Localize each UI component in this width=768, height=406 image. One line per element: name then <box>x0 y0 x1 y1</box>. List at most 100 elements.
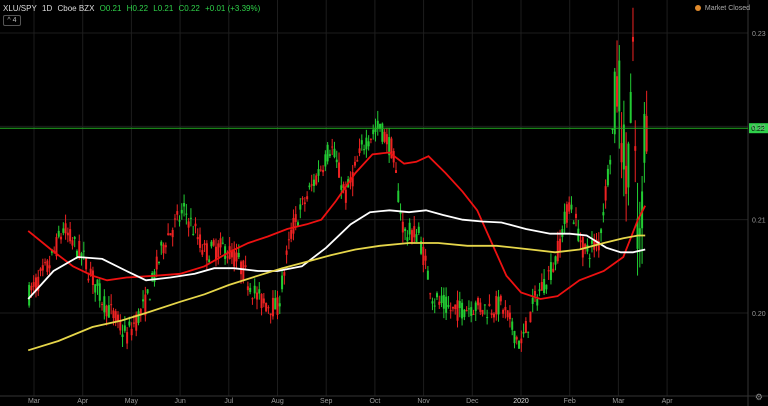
time-tick-label: 2020 <box>513 398 529 405</box>
candle-body <box>629 91 632 123</box>
candle-body <box>338 162 341 178</box>
candle-body <box>495 295 498 315</box>
candle-body <box>306 196 309 200</box>
candle-body <box>94 284 97 293</box>
last-price-marker: 0.22 <box>0 123 768 134</box>
candle-body <box>606 168 609 186</box>
candle-body <box>32 282 35 287</box>
candle-body <box>271 297 274 317</box>
candle-body <box>483 304 486 306</box>
candle-body <box>497 296 500 315</box>
time-tick-label: Feb <box>564 398 576 405</box>
candle-body <box>119 321 122 331</box>
candle-body <box>287 239 290 241</box>
candle-body <box>322 169 325 173</box>
candle-body <box>547 270 550 272</box>
candle-body <box>588 257 591 259</box>
market-closed-icon <box>694 5 701 11</box>
candle-body <box>543 278 546 294</box>
candle-body <box>502 309 505 314</box>
candle-body <box>367 141 370 147</box>
candle-body <box>203 243 206 246</box>
candle-body <box>552 268 555 272</box>
candle-body <box>44 262 47 264</box>
candle-body <box>60 236 63 240</box>
candle-body <box>196 237 199 240</box>
candle-body <box>55 237 58 257</box>
candle-body <box>643 113 646 163</box>
moving-average-white <box>27 209 646 300</box>
candle-body <box>205 243 208 261</box>
candle-body <box>625 165 628 194</box>
candle-body <box>433 305 436 307</box>
candle-body <box>333 148 336 158</box>
market-status-text: Market Closed <box>704 5 750 12</box>
candle-body <box>492 313 495 318</box>
candle-body <box>449 310 452 312</box>
candle-body <box>41 265 44 271</box>
candle-body <box>616 76 619 107</box>
candle-body <box>253 285 256 294</box>
candle-body <box>600 229 603 234</box>
candle-body <box>123 325 126 331</box>
candle-body <box>572 222 575 224</box>
last-price-badge <box>749 123 768 134</box>
indicator-count: 4 <box>12 17 17 24</box>
candle-body <box>194 223 197 227</box>
candle-body <box>506 310 509 318</box>
candle-body <box>80 253 83 257</box>
candle-body <box>137 311 140 323</box>
candle-body <box>638 228 641 235</box>
candle-body <box>515 337 518 340</box>
candle-body <box>565 204 568 223</box>
candle-body <box>146 289 149 294</box>
moving-average-yellow <box>27 234 646 352</box>
candle-body <box>609 159 612 165</box>
candle-body <box>513 330 516 344</box>
candle-body <box>461 302 464 319</box>
candle-body <box>101 303 104 305</box>
candle-body <box>360 140 363 145</box>
candlestick-series <box>28 7 648 352</box>
candle-body <box>472 313 475 315</box>
candle-body <box>187 221 190 228</box>
symbol-header: XLU/SPY 1D Cboe BZX O0.21 H0.22 L0.21 C0… <box>3 4 263 13</box>
gear-icon[interactable]: ⚙ <box>754 392 763 402</box>
candle-body <box>301 198 304 200</box>
candle-body <box>385 134 388 145</box>
candle-body <box>48 265 51 269</box>
chevron-up-icon: ^ <box>7 17 11 24</box>
candle-body <box>326 144 329 162</box>
time-tick-label: Apr <box>77 398 89 405</box>
time-tick-label: Nov <box>417 398 430 405</box>
candle-body <box>477 297 480 306</box>
candle-body <box>274 298 277 310</box>
candle-body <box>312 179 315 187</box>
candle-body <box>522 331 525 334</box>
candle-body <box>290 229 293 239</box>
candle-body <box>344 189 347 203</box>
symbol-name[interactable]: XLU/SPY <box>3 4 37 13</box>
candle-body <box>155 256 158 270</box>
candle-body <box>164 245 167 248</box>
candle-body <box>554 256 557 265</box>
interval-label[interactable]: 1D <box>42 4 53 13</box>
candle-body <box>283 272 286 276</box>
candle-body <box>627 143 630 188</box>
candle-body <box>331 146 334 148</box>
candle-body <box>390 138 393 159</box>
candle-body <box>297 222 300 227</box>
candle-body <box>463 309 466 318</box>
candle-body <box>303 202 306 205</box>
candle-body <box>221 242 224 244</box>
candle-body <box>260 293 263 309</box>
candle-body <box>319 169 322 171</box>
indicator-toggle-button[interactable]: ^ 4 <box>3 15 21 26</box>
time-tick-label: Jul <box>224 398 233 405</box>
candle-body <box>410 230 413 243</box>
candle-body <box>540 282 543 291</box>
candle-body <box>91 270 94 285</box>
candle-body <box>474 302 477 312</box>
candle-body <box>328 154 331 156</box>
